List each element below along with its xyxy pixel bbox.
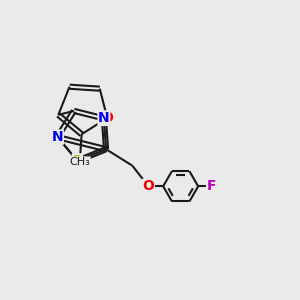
Text: O: O (101, 111, 113, 125)
Text: CH₃: CH₃ (69, 157, 90, 167)
Text: N: N (52, 130, 63, 144)
Text: O: O (142, 179, 154, 193)
Text: F: F (207, 179, 216, 193)
Text: N: N (98, 111, 110, 125)
Text: S: S (72, 154, 82, 168)
